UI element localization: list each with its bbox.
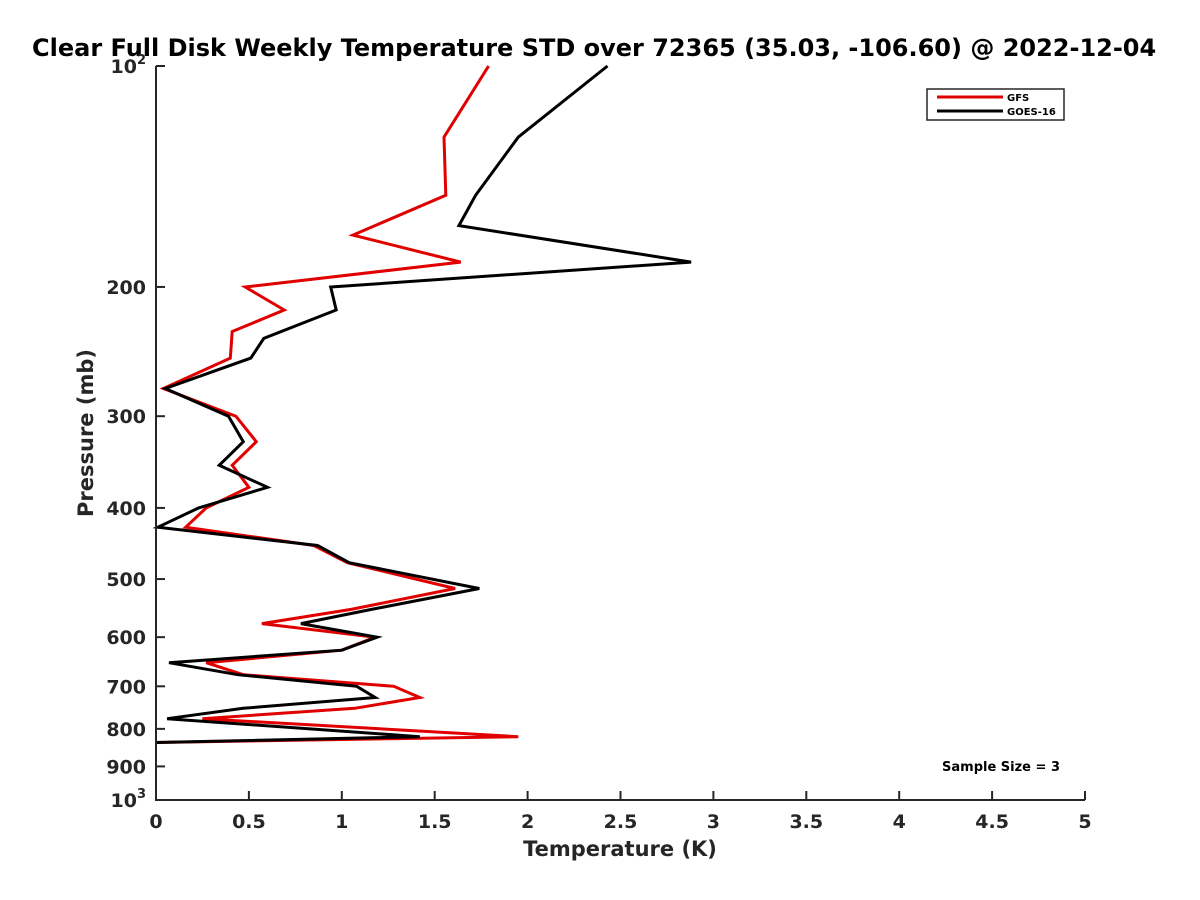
y-tick-label: 102 xyxy=(111,53,147,78)
legend: GFS GOES-16 xyxy=(926,88,1065,121)
legend-box xyxy=(926,88,1065,121)
legend-label: GOES-16 xyxy=(1007,107,1056,118)
y-tick-label: 600 xyxy=(106,627,146,649)
y-axis-label: Pressure (mb) xyxy=(74,349,98,517)
x-axis-label: Temperature (K) xyxy=(523,837,717,861)
series-line-gfs xyxy=(155,65,519,744)
x-tick-label: 0.5 xyxy=(232,811,266,833)
legend-label: GFS xyxy=(1007,93,1029,104)
y-tick-label: 900 xyxy=(106,756,146,778)
x-tick-label: 4.5 xyxy=(975,811,1009,833)
axes xyxy=(155,66,1085,801)
series-line-goes-16 xyxy=(152,64,692,744)
chart-title: Clear Full Disk Weekly Temperature STD o… xyxy=(32,34,1156,62)
x-tick-label: 1 xyxy=(335,811,348,833)
plot-lines xyxy=(152,64,692,744)
x-tick-label: 3 xyxy=(707,811,720,833)
y-tick-label: 103 xyxy=(111,787,147,812)
x-tick-label: 0 xyxy=(149,811,162,833)
x-tick-label: 5 xyxy=(1078,811,1091,833)
x-axis-ticks: 0 0.5 1 1.5 2 2.5 3 3.5 4 4.5 5 xyxy=(149,791,1092,833)
y-tick-label: 200 xyxy=(106,277,146,299)
x-tick-label: 3.5 xyxy=(789,811,823,833)
y-tick-label: 800 xyxy=(106,719,146,741)
y-axis-ticks: 102 200 300 400 500 600 700 800 900 103 xyxy=(106,53,165,812)
y-tick-label: 500 xyxy=(106,569,146,591)
sample-size-annotation: Sample Size = 3 xyxy=(942,760,1060,775)
x-tick-label: 2 xyxy=(521,811,534,833)
x-tick-label: 2.5 xyxy=(604,811,638,833)
x-tick-label: 4 xyxy=(893,811,906,833)
y-tick-label: 400 xyxy=(106,498,146,520)
y-tick-label: 700 xyxy=(106,676,146,698)
x-tick-label: 1.5 xyxy=(418,811,452,833)
y-tick-label: 300 xyxy=(106,406,146,428)
